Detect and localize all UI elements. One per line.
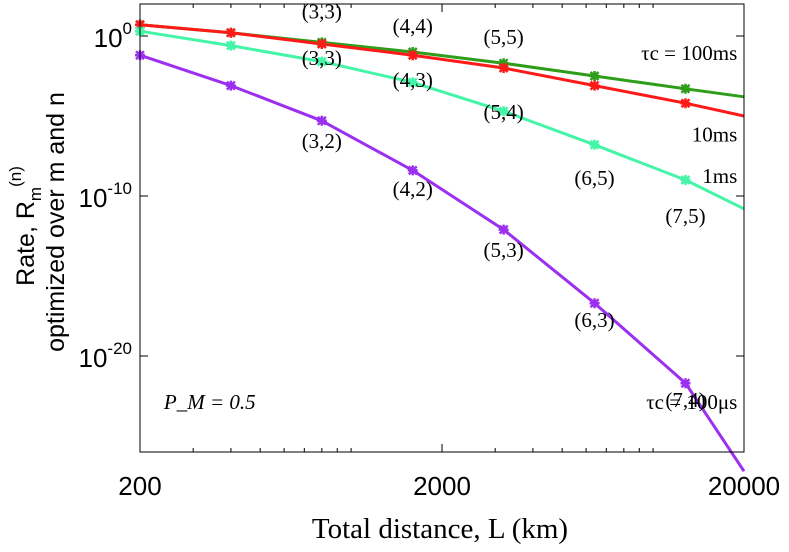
data-point <box>498 224 509 235</box>
x-tick-label: 2000 <box>413 471 471 501</box>
data-point <box>316 39 327 49</box>
data-point <box>680 175 691 185</box>
y-axis-label-line2: optimized over m and n <box>42 92 70 352</box>
y-tick-label: 10-10 <box>79 179 133 213</box>
pm-label: P_M = 0.5 <box>163 390 256 414</box>
plot-background <box>140 4 744 452</box>
ylabel-subscript: m <box>26 187 45 201</box>
y-tick-base: 10 <box>79 183 108 213</box>
data-point <box>225 27 236 38</box>
series-line <box>139 23 745 118</box>
point-annotations: (3,3) (4,4) (5,5) (3,3) (4,3) (5,4) (3,2) (4,2)… <box>302 0 706 412</box>
data-series <box>139 23 746 473</box>
data-point <box>225 40 236 51</box>
point-annotation: (5,5) <box>484 25 524 49</box>
series-label: 10ms <box>692 123 738 147</box>
x-tick-label: 200 <box>118 471 161 501</box>
data-point <box>407 50 418 61</box>
x-tick-label: 20000 <box>708 471 780 501</box>
data-point <box>589 139 600 150</box>
ylabel-main: Rate, R <box>12 201 40 286</box>
data-point <box>680 83 691 94</box>
series-line <box>139 53 746 473</box>
point-annotation: (6,3) <box>574 308 614 332</box>
point-annotation: (7,4) <box>665 388 705 412</box>
point-annotation: (7,5) <box>665 204 705 228</box>
data-point <box>498 63 509 73</box>
point-annotation: (4,2) <box>393 177 433 201</box>
series-labels: τc = 100ms 10ms 1ms τc = 100μs <box>641 41 737 414</box>
x-axis-label: Total distance, L (km) <box>312 513 568 545</box>
y-tick-label: 10-20 <box>79 339 133 373</box>
y-tick-label: 100 <box>94 19 132 53</box>
point-annotation: (5,4) <box>484 100 524 124</box>
point-annotation: (3,3) <box>302 46 342 70</box>
y-tick-exponent: -10 <box>107 179 132 198</box>
plot-frame <box>139 3 745 453</box>
x-tick-labels: 200 2000 20000 <box>118 471 780 501</box>
point-annotation: (3,3) <box>302 0 342 23</box>
series-label: 1ms <box>702 164 737 188</box>
point-annotation: (4,4) <box>393 14 433 38</box>
data-point <box>589 298 600 309</box>
data-point <box>407 165 418 176</box>
series-label: τc = 100μs <box>646 390 737 414</box>
data-point <box>316 115 327 126</box>
point-annotation: (6,5) <box>574 166 614 190</box>
y-axis-label-line1: Rate, Rm(n) <box>6 166 45 286</box>
point-annotation: (3,2) <box>302 129 342 153</box>
data-point <box>680 378 691 389</box>
y-tick-exponent: -20 <box>107 339 132 358</box>
y-tick-base: 10 <box>79 343 108 373</box>
y-tick-base: 10 <box>94 23 123 53</box>
data-point <box>316 56 327 67</box>
series-line <box>139 29 745 211</box>
data-point <box>225 80 236 91</box>
ylabel-superscript: (n) <box>6 166 25 187</box>
data-point <box>498 106 509 117</box>
point-annotation: (4,3) <box>393 68 433 92</box>
data-point <box>589 80 600 91</box>
data-point <box>680 98 691 109</box>
y-tick-exponent: 0 <box>123 19 132 38</box>
data-point <box>589 71 600 81</box>
data-point <box>407 77 418 88</box>
series-label: τc = 100ms <box>641 41 737 65</box>
point-annotation: (5,3) <box>484 238 524 262</box>
